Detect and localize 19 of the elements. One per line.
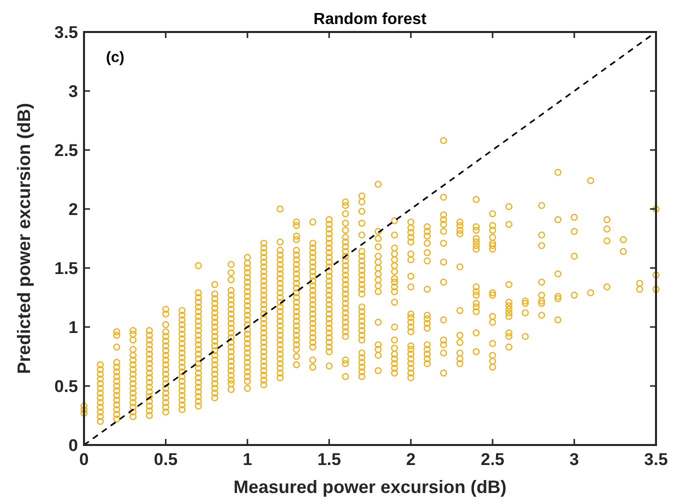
x-tick-label: 2 [406,450,416,469]
x-tick-label: 1.5 [317,450,341,469]
y-tick-label: 0 [68,436,78,455]
y-tick-label: 2.5 [54,140,78,160]
x-tick-label: 1 [242,450,252,469]
x-tick-label: 3 [570,450,580,469]
y-tick-label: 3 [68,82,78,101]
y-tick-label: 2 [68,200,78,219]
chart-title: Random forest [314,11,428,28]
y-tick-label: 1.5 [54,258,78,278]
y-tick-label: 0.5 [54,376,78,396]
x-tick-label: 3.5 [644,450,668,469]
y-axis-title: Predicted power excursion (dB) [14,102,34,374]
y-tick-label: 1 [68,318,78,337]
y-tick-label: 3.5 [54,22,78,42]
x-tick-label: 0.5 [154,450,178,469]
x-axis-title: Measured power excursion (dB) [233,477,507,497]
x-tick-label: 2.5 [480,450,504,469]
annotation: (c) [106,49,124,66]
